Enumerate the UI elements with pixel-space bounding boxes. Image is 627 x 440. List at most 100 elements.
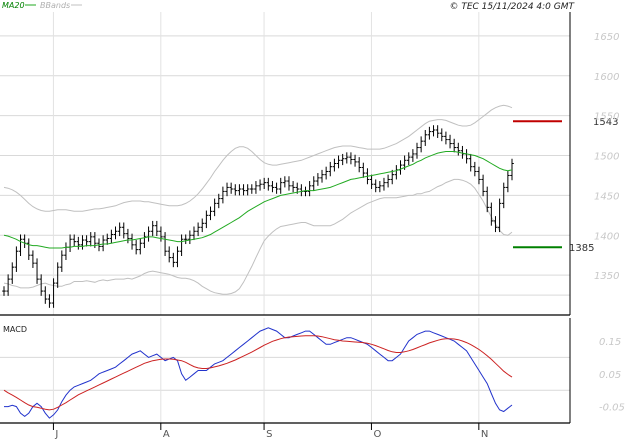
price-bar xyxy=(369,174,374,190)
price-bar xyxy=(233,184,238,196)
price-bar xyxy=(489,202,494,226)
price-bar xyxy=(134,240,138,255)
price-bar xyxy=(444,131,448,145)
price-bar xyxy=(117,222,122,237)
price-bar xyxy=(390,169,395,185)
price-bar xyxy=(427,126,432,140)
price-bar xyxy=(80,235,85,250)
price-bar xyxy=(47,294,52,308)
price-bar xyxy=(142,232,147,249)
x-tick-label: O xyxy=(373,429,381,440)
price-bar xyxy=(126,228,130,244)
macd-line xyxy=(4,327,513,419)
price-bar xyxy=(324,166,328,180)
price-bar xyxy=(175,246,180,268)
resistance-label: 1543 xyxy=(593,117,618,128)
price-bar xyxy=(378,181,382,193)
price-bar xyxy=(167,246,172,263)
price-bar xyxy=(254,181,258,194)
price-bar xyxy=(229,182,233,194)
macd-grid xyxy=(0,318,570,423)
price-bar xyxy=(456,142,461,156)
price-bar xyxy=(468,153,473,172)
price-bar xyxy=(208,206,213,221)
bollinger-lower-band xyxy=(3,178,513,295)
price-bar xyxy=(452,138,456,153)
price-bar xyxy=(493,216,498,233)
price-bar xyxy=(481,174,485,197)
price-bar xyxy=(225,182,229,197)
price-bar xyxy=(278,177,283,194)
price-bar xyxy=(274,182,279,194)
price-y-ticks: 1650 1600 1550 1500 1450 1400 1350 xyxy=(594,32,619,282)
price-bar xyxy=(303,186,308,197)
support-label: 1385 xyxy=(569,243,594,254)
price-y-tick-label: 1400 xyxy=(594,231,619,242)
price-bar xyxy=(6,274,10,296)
price-bar xyxy=(423,130,428,146)
price-y-tick-label: 1350 xyxy=(594,271,619,282)
price-bar xyxy=(10,262,15,284)
macd-y-tick-label: -0.05 xyxy=(599,403,625,414)
macd-title: MACD xyxy=(3,325,27,334)
price-bar xyxy=(183,234,188,245)
price-bar xyxy=(349,152,353,165)
price-bar xyxy=(245,184,250,196)
price-bar xyxy=(419,136,423,153)
price-bar xyxy=(163,232,167,256)
copyright-text: © TEC 15/11/2024 4:0 GMT xyxy=(449,2,575,12)
price-bar xyxy=(150,220,155,237)
price-y-tick-label: 1550 xyxy=(594,112,619,123)
price-bar xyxy=(188,230,192,245)
price-bar xyxy=(14,246,19,272)
price-bar xyxy=(406,152,411,166)
price-bar xyxy=(76,236,81,250)
macd-y-tick-label: 0.05 xyxy=(599,370,621,381)
price-bar xyxy=(212,198,217,217)
price-y-tick-label: 1650 xyxy=(594,32,619,43)
price-bar xyxy=(55,262,60,288)
price-bar xyxy=(200,218,205,233)
price-bar xyxy=(43,286,48,304)
price-bar xyxy=(287,176,291,191)
x-tick-label: A xyxy=(163,429,170,440)
price-bar xyxy=(250,184,254,194)
price-bar xyxy=(435,125,440,138)
price-bar xyxy=(344,152,349,164)
price-bar xyxy=(320,169,324,183)
macd-signal-line xyxy=(3,335,513,411)
price-bar xyxy=(171,252,176,268)
price-bar xyxy=(221,186,225,204)
price-bar xyxy=(266,177,271,191)
price-bar xyxy=(332,158,337,172)
ma20-line xyxy=(3,151,513,249)
price-bar xyxy=(510,158,514,181)
x-tick-label: S xyxy=(266,429,272,440)
price-bar xyxy=(283,176,287,188)
price-bar xyxy=(353,154,357,167)
legend-bbands: BBands xyxy=(40,1,70,10)
price-bar xyxy=(109,229,114,244)
price-bar xyxy=(204,210,209,229)
macd-y-ticks: 0.15 0.05 -0.05 xyxy=(599,337,625,414)
price-bar xyxy=(473,161,477,177)
price-bar xyxy=(460,145,465,159)
price-bar xyxy=(415,142,419,159)
price-bar xyxy=(439,128,444,142)
price-bar xyxy=(411,149,415,162)
price-bar xyxy=(497,198,502,233)
price-bar xyxy=(328,161,333,177)
price-y-tick-label: 1600 xyxy=(594,72,619,83)
price-bar xyxy=(39,274,43,296)
legend-ma20: MA20 xyxy=(2,1,25,10)
price-bar xyxy=(431,125,436,137)
price-y-tick-label: 1450 xyxy=(594,191,619,202)
price-bar xyxy=(340,153,345,166)
x-tick-label: N xyxy=(481,429,488,440)
price-bar xyxy=(72,234,77,247)
price-bar xyxy=(501,182,506,209)
price-bar xyxy=(35,258,39,284)
price-bar xyxy=(88,232,93,247)
